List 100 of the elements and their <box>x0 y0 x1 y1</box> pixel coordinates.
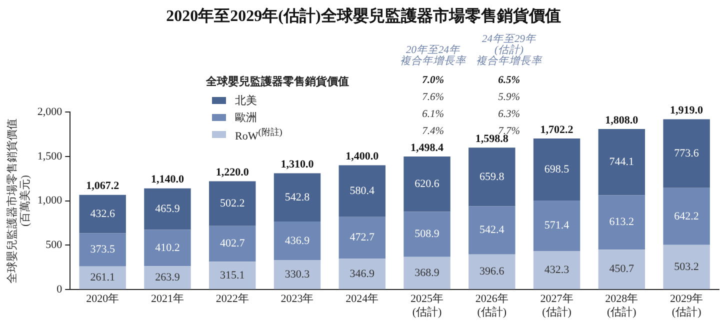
data-label: 503.2 <box>674 260 699 273</box>
total-label: 1,498.4 <box>410 142 444 154</box>
y-tick-label: 0 <box>56 283 63 296</box>
annotation: 6.1% <box>421 109 445 120</box>
data-label: 410.2 <box>155 242 180 254</box>
bar <box>209 181 256 226</box>
x-tick-label: 2025年 (估計) <box>410 293 444 318</box>
bar <box>533 200 580 252</box>
bar <box>468 206 516 254</box>
x-tick-label: 2026年 (估計) <box>475 293 508 318</box>
total-label: 1,220.0 <box>216 166 250 179</box>
y-axis-title: 全球嬰兒監護器市場零售銷貨價值 (百萬美元) <box>5 118 32 284</box>
bar <box>468 148 516 206</box>
x-tick-label: 2029年 (估計) <box>670 293 704 318</box>
legend-label: RoW$^{(附註)}$ <box>235 126 282 143</box>
data-label: 698.5 <box>544 163 570 176</box>
data-label: 450.7 <box>609 263 635 276</box>
text: 複合年增長率 <box>399 56 468 67</box>
total-label: 1,808.0 <box>605 114 639 126</box>
bar <box>598 250 646 290</box>
data-label: 502.2 <box>220 197 245 210</box>
annotation: 7.4% <box>421 126 445 137</box>
text: 7.6% <box>421 92 445 103</box>
bar <box>404 156 450 212</box>
total-label: 1,702.2 <box>540 124 574 136</box>
data-label: 436.9 <box>284 234 310 247</box>
text: 5.9% <box>497 92 521 103</box>
x-tick-label: 2022年 <box>216 293 249 306</box>
bar <box>209 262 256 290</box>
bar <box>663 244 710 290</box>
legend-label: 歐洲 <box>235 111 257 125</box>
data-label: 580.4 <box>350 184 376 197</box>
bar <box>338 258 386 290</box>
text: (估計) <box>494 45 524 56</box>
y-tick-label: 2,000 <box>37 106 63 118</box>
data-label: 773.6 <box>674 147 700 160</box>
bar <box>533 251 580 290</box>
x-tick-label: 2024年 <box>346 293 379 306</box>
y-tick-label: 1,500 <box>37 150 63 162</box>
x-tick-label: 2021年 <box>150 293 184 306</box>
bar <box>274 221 321 260</box>
text: 7.0% <box>421 75 445 86</box>
data-label: 402.7 <box>220 238 246 250</box>
bar <box>79 233 126 266</box>
bar <box>144 230 191 266</box>
data-label: 368.9 <box>414 266 440 279</box>
data-label: 542.8 <box>284 191 310 204</box>
legend-label: 北美 <box>235 94 257 108</box>
bar <box>533 138 580 200</box>
data-label: 330.3 <box>284 268 310 281</box>
bar <box>274 173 321 222</box>
total-label: 1,140.0 <box>150 174 184 186</box>
bar <box>598 129 646 196</box>
data-label: 613.2 <box>609 216 634 228</box>
data-label: 620.6 <box>414 178 440 190</box>
total-label: 1,310.0 <box>280 158 314 171</box>
data-label: 571.4 <box>544 220 570 232</box>
text: 20年至24年 <box>406 45 460 56</box>
data-label: 346.9 <box>350 268 376 280</box>
bar <box>663 119 710 188</box>
x-tick-label: 2027年 (估計) <box>540 293 574 318</box>
bar <box>404 256 450 290</box>
bar <box>144 266 191 290</box>
bar <box>79 194 126 234</box>
bar <box>468 254 516 290</box>
text: 24年至29年 <box>481 34 538 45</box>
data-label: 542.4 <box>480 224 505 236</box>
data-label: 642.2 <box>674 210 699 222</box>
x-tick-label: 2023年 <box>280 293 314 306</box>
bar <box>338 216 386 259</box>
total-label: 1,919.0 <box>670 104 704 117</box>
data-label: 432.6 <box>90 208 116 220</box>
data-label: 315.1 <box>220 269 245 282</box>
data-label: 263.9 <box>155 272 180 284</box>
data-label: 465.9 <box>155 202 180 215</box>
data-label: 373.5 <box>90 244 116 256</box>
bar <box>209 226 256 262</box>
data-label: 659.8 <box>480 170 505 183</box>
text: 複合年增長率 <box>475 56 544 67</box>
total-label: 1,400.0 <box>346 150 380 163</box>
bar <box>274 260 321 290</box>
data-label: 396.6 <box>480 266 505 278</box>
annotation: 6.3% <box>497 109 521 120</box>
text: 6.5% <box>497 75 521 86</box>
bar <box>598 195 646 250</box>
x-tick-label: 2020年 <box>86 293 120 306</box>
y-tick-label: 1,000 <box>37 194 63 207</box>
data-label: 744.1 <box>609 156 634 168</box>
bar <box>663 188 710 245</box>
total-label: 1,598.8 <box>475 132 509 145</box>
bar <box>79 266 126 290</box>
data-label: 508.9 <box>414 228 440 240</box>
chart-title: 2020年至2029年(估計)全球嬰兒監護器市場零售銷貨價值 <box>165 6 562 27</box>
y-tick-label: 500 <box>46 239 63 252</box>
bar <box>338 165 386 217</box>
data-label: 261.1 <box>90 272 115 284</box>
x-tick-label: 2028年 (估計) <box>605 293 638 318</box>
data-label: 432.3 <box>544 264 570 276</box>
legend-title: 全球嬰兒監護器零售銷貨價值 <box>206 74 349 89</box>
bar <box>144 188 191 230</box>
